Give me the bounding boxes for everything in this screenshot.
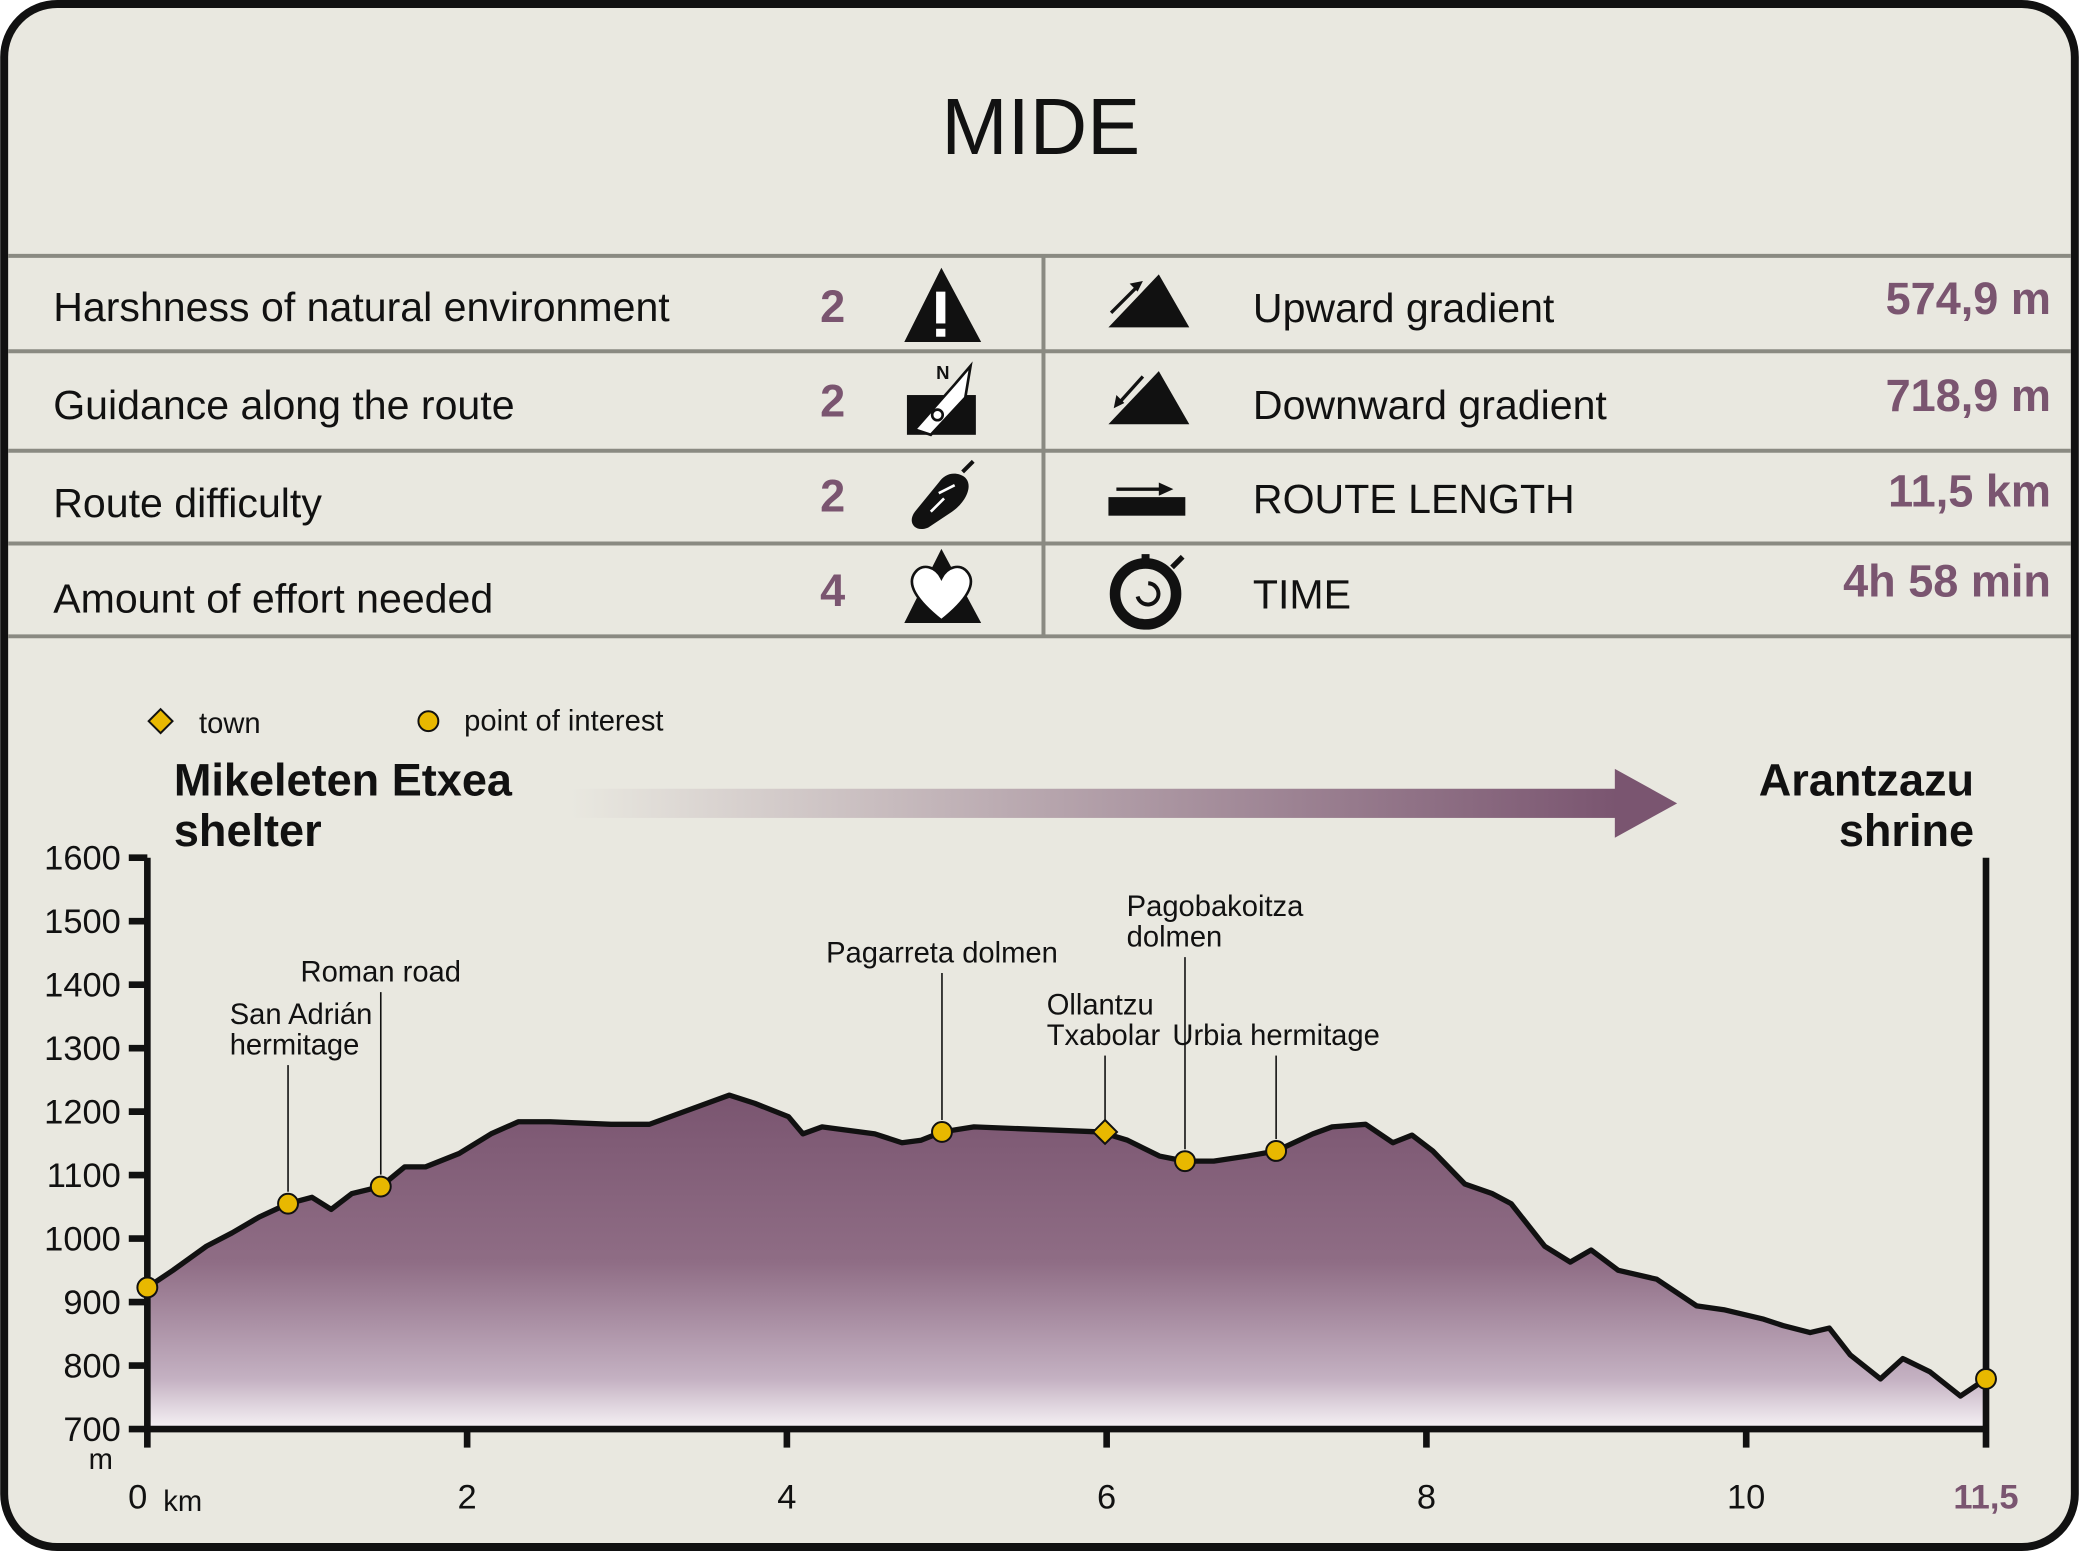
stats-value: 4h 58 min	[1843, 556, 2051, 607]
mide-value: 2	[820, 375, 845, 426]
legend-label-poi: point of interest	[464, 705, 663, 737]
end-label-line: shrine	[1839, 805, 1974, 856]
poi-label: San Adrián	[230, 999, 373, 1031]
mide-row: Amount of effort needed 4	[53, 548, 982, 624]
poi-label: Roman road	[301, 956, 461, 988]
y-tick-label: 1300	[44, 1030, 121, 1068]
y-tick-label: 1200	[44, 1094, 121, 1132]
y-tick-label: 700	[63, 1411, 120, 1449]
elevation-line	[145, 1092, 1988, 1399]
start-label: shelter	[174, 805, 322, 856]
x-tick-label: 2	[458, 1479, 477, 1517]
direction-arrow	[570, 768, 1678, 838]
poi-marker-circle	[136, 1276, 159, 1299]
chart-legend: town point of interest	[147, 705, 664, 740]
stats-label: TIME	[1253, 571, 1351, 617]
poi-marker-circle	[277, 1192, 299, 1215]
poi-label: dolmen	[1127, 922, 1223, 954]
stats-label: Upward gradient	[1253, 285, 1555, 331]
mide-label: Amount of effort needed	[53, 575, 493, 621]
poi-marker-circle	[369, 1175, 392, 1198]
upward-gradient-icon	[1108, 274, 1190, 328]
town-legend-diamond-icon	[147, 707, 174, 735]
poi-marker-circle	[1174, 1150, 1196, 1173]
stats-row: Downward gradient 718,9 m	[1108, 370, 2051, 428]
poi-legend-circle-icon	[417, 710, 440, 733]
heart-mountain-icon	[904, 548, 982, 624]
y-tick-label: 1400	[44, 967, 121, 1005]
y-tick-label: 800	[63, 1347, 120, 1385]
y-tick-label: 1000	[44, 1221, 121, 1259]
poi-label: hermitage	[230, 1029, 360, 1061]
mide-row: Guidance along the route 2 N	[53, 361, 976, 437]
y-tick-label: 1100	[47, 1157, 121, 1195]
end-label: shrine	[1839, 805, 1974, 856]
warning-mountain-icon	[904, 267, 982, 343]
mide-value: 4	[820, 565, 845, 616]
x-tick-label: 4	[777, 1479, 796, 1517]
town-marker-diamond	[1091, 1118, 1119, 1146]
stats-row: TIME 4h 58 min	[1109, 554, 2051, 630]
x-end-label: 11,5	[1953, 1479, 2018, 1517]
poi-marker-circle	[1265, 1140, 1288, 1162]
y-tick-label: 1600	[44, 840, 121, 878]
downward-gradient-icon	[1108, 371, 1190, 425]
poi-label: Urbia hermitage	[1172, 1020, 1379, 1052]
x-tick-label: 6	[1097, 1479, 1116, 1517]
stats-label: Downward gradient	[1253, 382, 1608, 428]
stats-row: ROUTE LENGTH 11,5 km	[1108, 465, 2051, 522]
table-rules	[8, 253, 2071, 639]
mide-label: Route difficulty	[53, 480, 322, 526]
stopwatch-icon	[1109, 554, 1185, 630]
mide-label: Harshness of natural environment	[53, 284, 670, 330]
poi-marker-circle	[1975, 1367, 1997, 1390]
start-label: Mikeleten Etxea	[174, 754, 513, 805]
y-tick-label: 1500	[44, 903, 121, 941]
page-title: MIDE	[941, 82, 1140, 171]
x-tick-label: 0	[128, 1479, 147, 1517]
poi-label: Pagobakoitza	[1127, 891, 1304, 923]
legend-label-town: town	[199, 708, 261, 740]
stats-value: 718,9 m	[1886, 370, 2051, 421]
stats-label: ROUTE LENGTH	[1253, 476, 1575, 522]
compass-icon: N	[906, 361, 976, 437]
end-label: Arantzazu	[1759, 754, 1974, 805]
mide-label: Guidance along the route	[53, 382, 514, 428]
elevation-chart: 700 800 900 1000 1100 1200 1300 1400 1500 1600 m0 2…	[44, 840, 2018, 1519]
mide-row: Route difficulty 2	[53, 459, 975, 530]
mide-value: 2	[820, 281, 845, 332]
poi-label: Ollantzu	[1047, 989, 1154, 1021]
stats-value: 574,9 m	[1886, 273, 2051, 324]
elevation-area	[147, 1095, 1987, 1430]
y-axis-unit: m	[89, 1444, 113, 1476]
footprint-icon	[911, 459, 975, 530]
poi-label: Txabolar	[1047, 1020, 1161, 1052]
x-tick-label: 10	[1727, 1479, 1765, 1517]
start-label-line: Mikeleten Etxea	[174, 754, 513, 805]
route-length-icon	[1108, 482, 1186, 516]
poi-label: Pagarreta dolmen	[826, 937, 1058, 969]
stats-row: Upward gradient 574,9 m	[1108, 273, 2051, 331]
svg-text:N: N	[936, 362, 949, 383]
stats-value: 11,5 km	[1888, 465, 2051, 516]
y-tick-label: 900	[63, 1284, 120, 1322]
end-label-line: Arantzazu	[1759, 754, 1974, 805]
mide-row: Harshness of natural environment 2	[53, 267, 982, 343]
x-tick-label: 8	[1417, 1479, 1436, 1517]
x-axis-unit: km	[163, 1486, 202, 1518]
poi-marker-circle	[931, 1121, 953, 1143]
mide-value: 2	[820, 471, 845, 522]
start-label-line: shelter	[174, 805, 322, 856]
